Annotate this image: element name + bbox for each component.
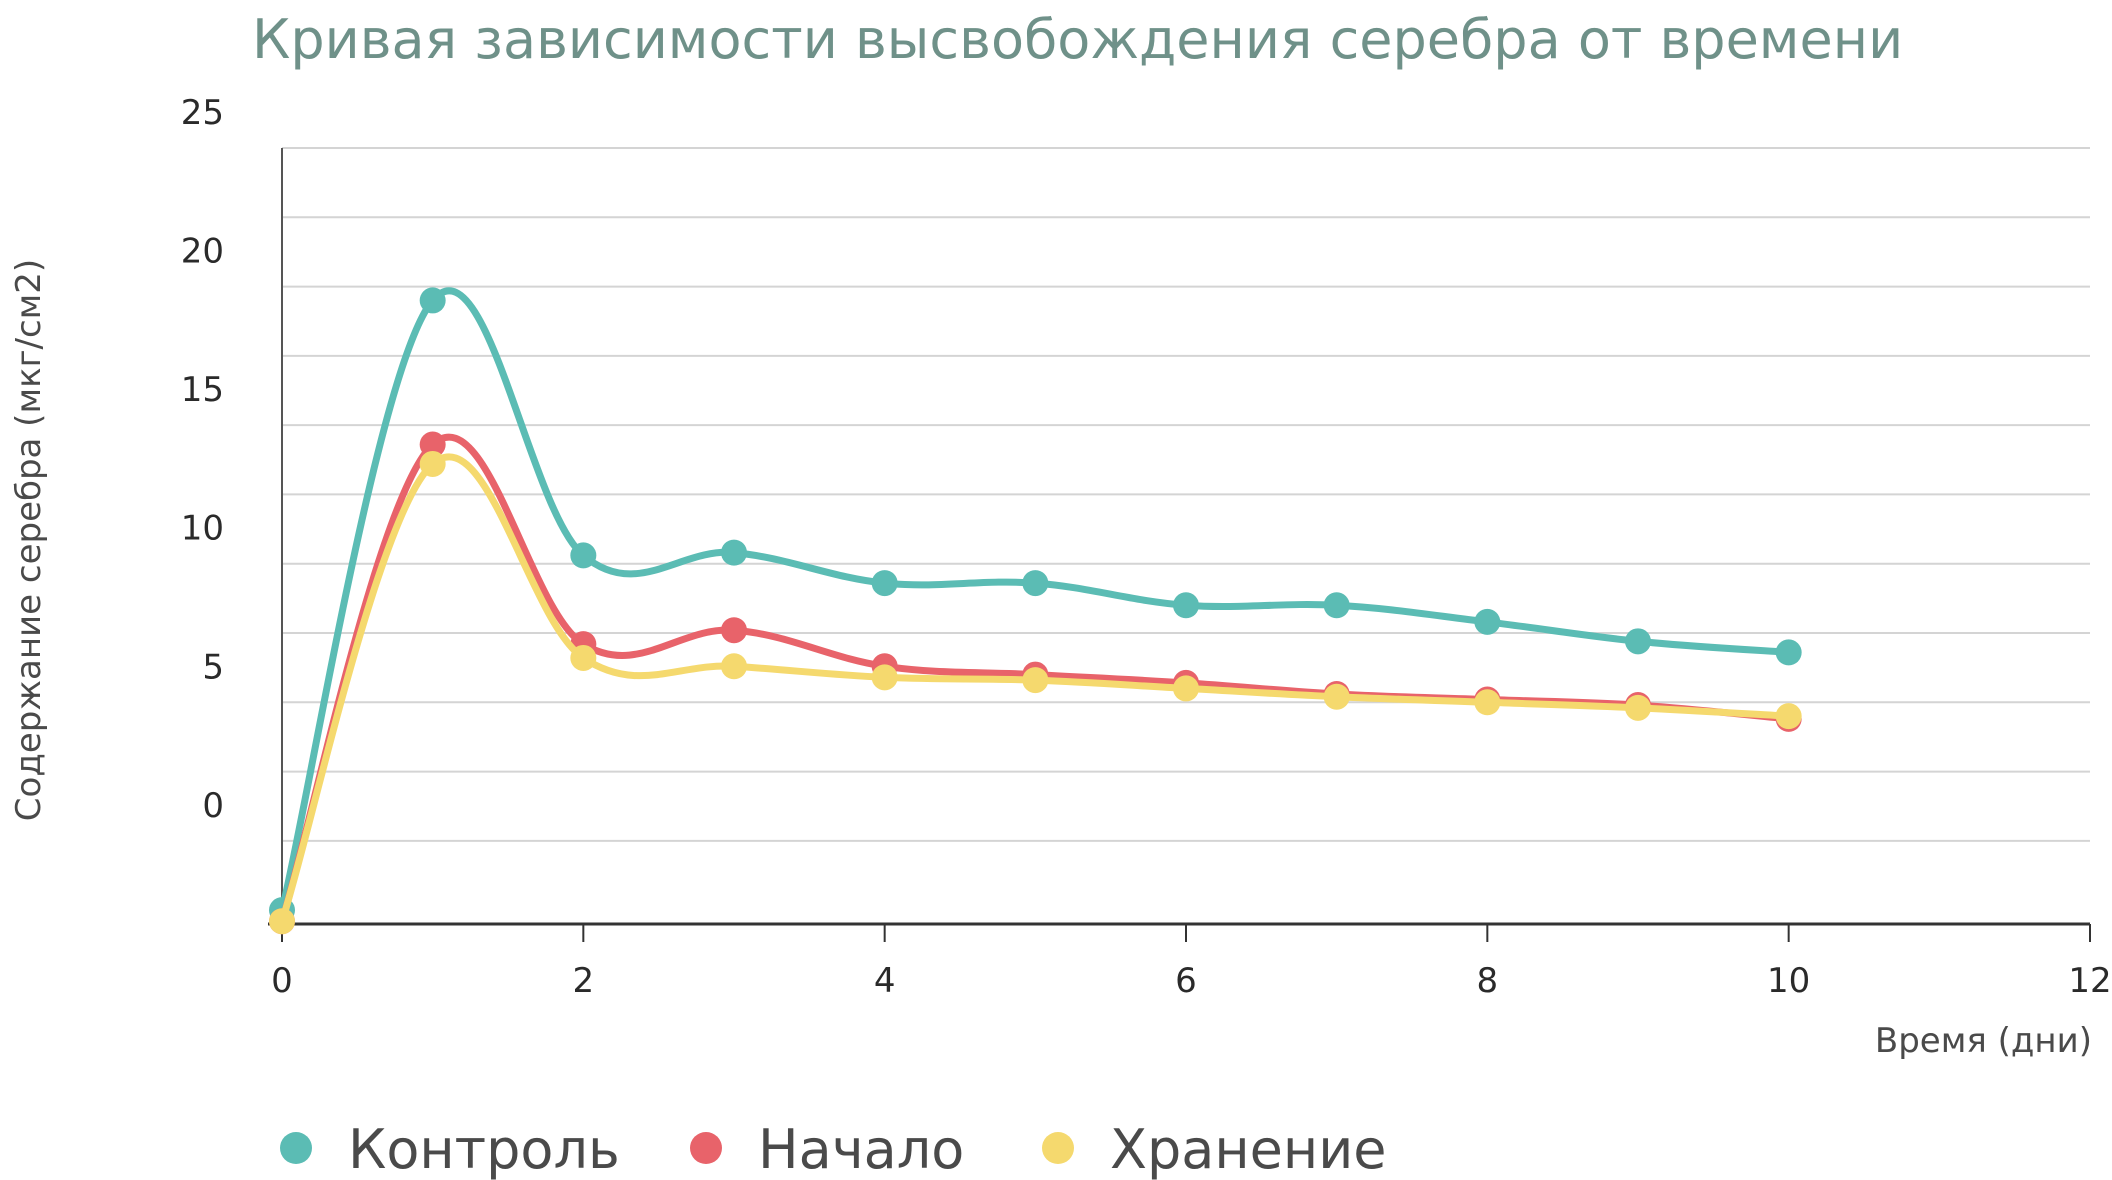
data-point (419, 287, 446, 314)
data-point (721, 539, 747, 566)
data-point (871, 664, 898, 691)
tick-labels: 0 2 4 6 8 10 12 0 5 10 15 20 25 (181, 93, 2112, 1001)
legend-marker (1042, 1132, 1074, 1164)
x-tick-label: 12 (2068, 961, 2111, 1001)
y-tick-label: 5 (202, 647, 224, 687)
legend-item: Начало (690, 1118, 964, 1180)
series-1 (269, 287, 1802, 924)
x-tick-label: 0 (271, 961, 293, 1001)
axes (268, 148, 2091, 942)
chart-title: Кривая зависимости высвобождения серебра… (252, 8, 1904, 71)
data-point (1625, 628, 1651, 655)
x-tick-label: 2 (573, 961, 595, 1001)
data-point (1323, 592, 1350, 619)
y-axis-title: Содержание серебра (мкг/см2) (9, 259, 49, 821)
legend-label: Контроль (348, 1118, 620, 1180)
x-axis-title: Время (дни) (1875, 1021, 2092, 1061)
legend-item: Контроль (280, 1118, 620, 1180)
data-point (1775, 703, 1802, 730)
legend-item: Хранение (1042, 1118, 1387, 1180)
series-line (278, 453, 1793, 925)
data-point (721, 653, 747, 680)
data-point (721, 617, 747, 644)
y-tick-label: 15 (181, 370, 224, 410)
data-point (1474, 608, 1501, 635)
data-point (419, 450, 446, 477)
legend-label: Начало (758, 1118, 964, 1180)
y-tick-label: 0 (202, 786, 224, 826)
x-tick-label: 8 (1477, 961, 1499, 1001)
data-point (1173, 592, 1199, 619)
data-point (419, 431, 446, 458)
legend-label: Хранение (1110, 1118, 1387, 1180)
data-point (871, 570, 898, 597)
data-point (570, 644, 597, 671)
data-point (1323, 683, 1350, 710)
data-point (570, 542, 597, 569)
data-point (1474, 689, 1501, 716)
legend-marker (690, 1132, 722, 1164)
data-point (269, 908, 295, 935)
data-point (1022, 667, 1049, 694)
series-3 (269, 450, 1802, 935)
data-point (1022, 570, 1049, 597)
y-tick-label: 25 (181, 93, 224, 133)
x-tick-label: 6 (1175, 961, 1197, 1001)
legend-marker (280, 1132, 312, 1164)
data-point (1625, 694, 1651, 721)
series-lines (269, 287, 1802, 935)
data-point (1173, 675, 1199, 702)
y-tick-label: 20 (181, 232, 224, 272)
series-line (278, 287, 1793, 914)
y-tick-label: 10 (181, 509, 224, 549)
grid-lines (282, 147, 2090, 842)
x-tick-label: 4 (874, 961, 896, 1001)
legend: Контроль Начало Хранение (280, 1118, 1387, 1180)
x-tick-label: 10 (1767, 961, 1810, 1001)
data-point (1775, 639, 1802, 666)
